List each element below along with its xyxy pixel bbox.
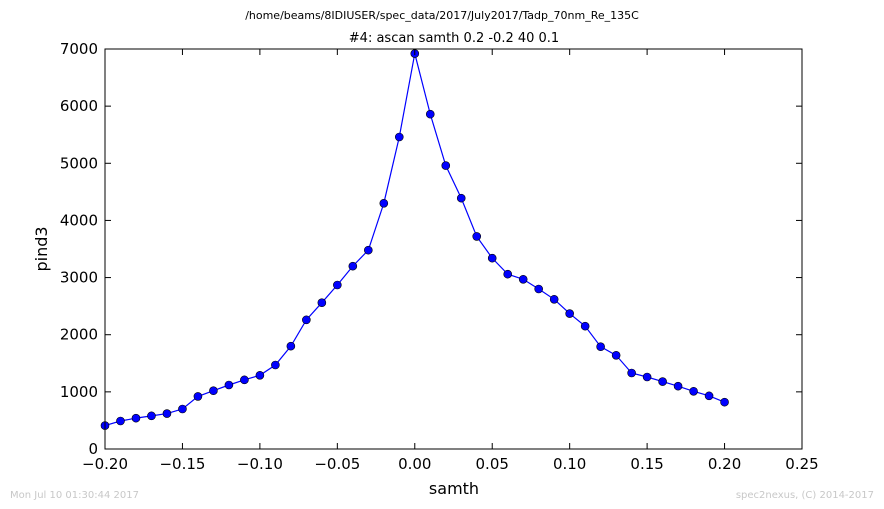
y-axis-label: pind3 [32,226,51,271]
y-tick-label: 4000 [60,211,98,229]
plot-area [105,49,802,449]
data-point [286,341,296,351]
data-point [472,232,482,241]
data-point [271,360,280,370]
data-point [333,280,342,290]
data-point [209,386,218,396]
data-point [379,198,389,208]
y-tick-label: 1000 [60,383,98,401]
footer-credit: spec2nexus, (C) 2014-2017 [736,490,874,501]
data-point [193,392,203,401]
chart-title: #4: ascan samth 0.2 -0.2 40 0.1 [349,31,559,46]
data-point [580,321,590,331]
series-layer [100,49,729,430]
x-tick-label: −0.10 [237,455,283,473]
data-point [596,342,605,352]
data-point [658,377,667,386]
x-tick-label: 0.15 [630,455,663,473]
x-axis-ticks: −0.20 −0.15 −0.10 −0.05 0.00 0.05 0.10 0.15 0.20… [82,49,819,473]
x-axis-label: samth [429,479,479,498]
x-tick-label: 0.05 [476,455,509,473]
data-point [255,370,265,380]
data-point [503,269,513,279]
data-point [348,261,358,271]
data-point [456,193,466,203]
y-tick-label: 5000 [60,154,98,172]
data-point [147,411,156,421]
data-point [689,386,698,396]
plot-frame [104,48,803,450]
data-point [673,381,683,391]
data-point [317,298,327,308]
data-point [178,404,187,414]
x-tick-label: 0.00 [398,455,431,473]
x-tick-label: 0.25 [785,455,818,473]
x-tick-label: 0.10 [553,455,586,473]
data-point [534,284,543,294]
chart-suptitle: /home/beams/8IDIUSER/spec_data/2017/July… [245,9,639,22]
data-point [487,253,497,263]
x-tick-label: −0.05 [314,455,360,473]
footer-timestamp: Mon Jul 10 01:30:44 2017 [10,490,139,501]
data-point [549,294,559,304]
data-point [302,315,311,325]
y-tick-label: 6000 [60,97,98,115]
y-tick-label: 0 [88,440,98,458]
data-point [518,274,528,284]
x-tick-label: 0.20 [708,455,741,473]
y-axis-ticks: 0 1000 2000 3000 4000 5000 6000 7000 [60,40,802,458]
data-point [627,368,636,378]
data-point [116,416,125,426]
data-point [162,409,172,418]
data-point [224,380,234,390]
data-point [240,375,249,385]
x-tick-label: −0.20 [82,455,128,473]
y-tick-label: 7000 [60,40,98,58]
data-point [720,397,729,407]
y-tick-label: 3000 [60,269,98,287]
data-point [565,309,574,318]
y-tick-label: 2000 [60,326,98,344]
data-point [131,413,141,423]
data-point [704,391,714,401]
data-point [364,245,373,255]
data-point [441,161,451,170]
data-point [611,350,621,360]
data-point [394,132,404,142]
data-point [425,109,435,119]
data-point [642,372,652,382]
x-tick-label: −0.15 [159,455,205,473]
